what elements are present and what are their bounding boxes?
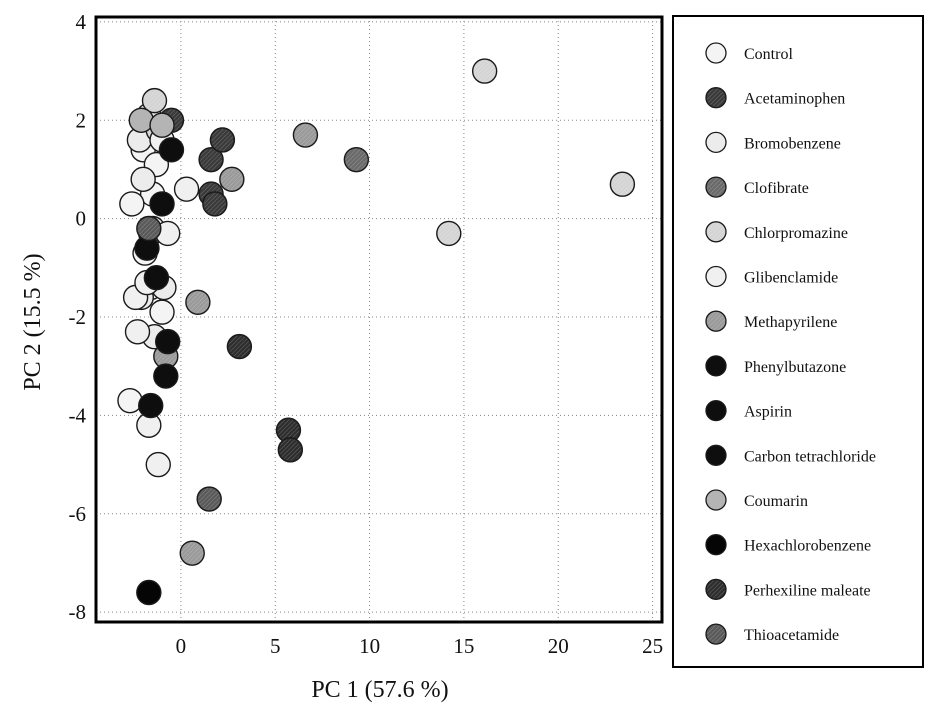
- acetaminophen-point: [209, 127, 236, 153]
- legend-label: Hexachlorobenzene: [744, 538, 871, 555]
- legend: Control Acetaminophen Bromobenzene Clofibra…: [705, 42, 876, 645]
- legend-item-bromobenzene: Bromobenzene: [705, 131, 841, 154]
- clofibrate-point: [343, 146, 370, 173]
- perhexiline-maleate-point: [275, 417, 302, 443]
- thioacetamide-point: [196, 486, 222, 512]
- legend-marker: [705, 355, 727, 377]
- chlorpromazine-point: [471, 58, 498, 84]
- legend-item-perhexiline-maleate: Perhexiline maleate: [705, 578, 871, 601]
- x-tick-label: 10: [359, 634, 380, 658]
- y-tick-label: -4: [69, 403, 87, 427]
- y-tick-label: -2: [69, 305, 87, 329]
- glibenclamide-point: [173, 176, 200, 202]
- y-tick-labels: -8 -6 -4 -2 0 2 4: [69, 10, 87, 624]
- carbon-tetrachloride-point: [158, 137, 185, 163]
- legend-marker: [705, 42, 727, 64]
- methapyrilene-point: [179, 540, 205, 566]
- legend-label: Aspirin: [744, 404, 792, 421]
- x-tick-label: 0: [176, 634, 187, 658]
- methapyrilene-point: [219, 166, 245, 193]
- methapyrilene-point: [292, 122, 319, 148]
- acetaminophen-point: [198, 146, 224, 173]
- legend-item-hexachlorobenzene: Hexachlorobenzene: [705, 534, 871, 556]
- phenylbutazone-point: [143, 264, 170, 291]
- legend-label: Perhexiline maleate: [744, 582, 871, 599]
- y-tick-label: -8: [69, 600, 87, 624]
- legend-marker: [705, 489, 727, 511]
- carbon-tetrachloride-point: [149, 191, 175, 217]
- thioacetamide-point: [136, 215, 162, 242]
- control-point: [119, 191, 145, 217]
- grid-lines: [96, 17, 662, 622]
- legend-label: Thioacetamide: [744, 627, 839, 644]
- aspirin-point: [138, 392, 164, 419]
- legend-item-clofibrate: Clofibrate: [705, 176, 809, 198]
- y-tick-label: 2: [76, 108, 87, 132]
- methapyrilene-point: [185, 289, 211, 315]
- legend-label: Control: [744, 46, 793, 63]
- legend-item-methapyrilene: Methapyrilene: [705, 310, 837, 332]
- legend-label: Phenylbutazone: [744, 359, 846, 376]
- acetaminophen-point: [202, 191, 228, 217]
- legend-item-chlorpromazine: Chlorpromazine: [705, 221, 848, 243]
- legend-marker: [705, 265, 727, 288]
- legend-item-control: Control: [705, 42, 793, 64]
- chlorpromazine-point: [436, 220, 462, 247]
- legend-label: Chlorpromazine: [744, 225, 848, 242]
- legend-marker: [705, 399, 727, 422]
- aspirin-point: [154, 328, 181, 355]
- glibenclamide-point: [145, 451, 171, 478]
- perhexiline-maleate-point: [226, 333, 253, 360]
- x-tick-labels: 0 5 10 15 20 25: [176, 634, 663, 658]
- control-point: [117, 387, 143, 414]
- glibenclamide-point: [124, 319, 151, 345]
- bromobenzene-point: [130, 166, 156, 193]
- coumarin-point: [128, 107, 154, 133]
- legend-item-aspirin: Aspirin: [705, 399, 792, 422]
- legend-marker: [705, 534, 727, 556]
- coumarin-point: [149, 112, 175, 138]
- data-points: [117, 58, 636, 606]
- perhexiline-maleate-point: [277, 437, 304, 463]
- phenylbutazone-point: [153, 363, 179, 389]
- legend-item-glibenclamide: Glibenclamide: [705, 265, 838, 288]
- control-point: [149, 299, 175, 325]
- x-tick-label: 15: [453, 634, 474, 658]
- chlorpromazine-point: [141, 87, 168, 114]
- legend-label: Methapyrilene: [744, 314, 837, 331]
- x-tick-label: 20: [548, 634, 569, 658]
- legend-marker: [705, 131, 727, 154]
- legend-label: Acetaminophen: [744, 91, 845, 108]
- legend-item-phenylbutazone: Phenylbutazone: [705, 355, 846, 377]
- y-tick-label: 4: [76, 10, 87, 34]
- legend-label: Carbon tetrachloride: [744, 448, 876, 465]
- x-tick-label: 5: [270, 634, 281, 658]
- legend-label: Coumarin: [744, 493, 808, 510]
- legend-item-acetaminophen: Acetaminophen: [705, 87, 845, 109]
- y-tick-label: -6: [69, 502, 87, 526]
- legend-label: Glibenclamide: [744, 270, 838, 287]
- y-tick-label: 0: [76, 207, 87, 231]
- legend-frame: [672, 15, 924, 668]
- legend-label: Bromobenzene: [744, 135, 841, 152]
- x-axis-title: PC 1 (57.6 %): [311, 677, 448, 703]
- hexachlorobenzene-point: [136, 579, 162, 606]
- legend-label: Clofibrate: [744, 180, 809, 197]
- legend-item-carbon-tetrachloride: Carbon tetrachloride: [705, 444, 876, 466]
- x-tick-label: 25: [642, 634, 663, 658]
- legend-marker: [705, 444, 727, 466]
- y-axis-title: PC 2 (15.5 %): [20, 253, 46, 390]
- plot-frame: [94, 15, 664, 624]
- legend-item-thioacetamide: Thioacetamide: [705, 623, 839, 645]
- chlorpromazine-point: [609, 171, 636, 197]
- legend-item-coumarin: Coumarin: [705, 489, 808, 511]
